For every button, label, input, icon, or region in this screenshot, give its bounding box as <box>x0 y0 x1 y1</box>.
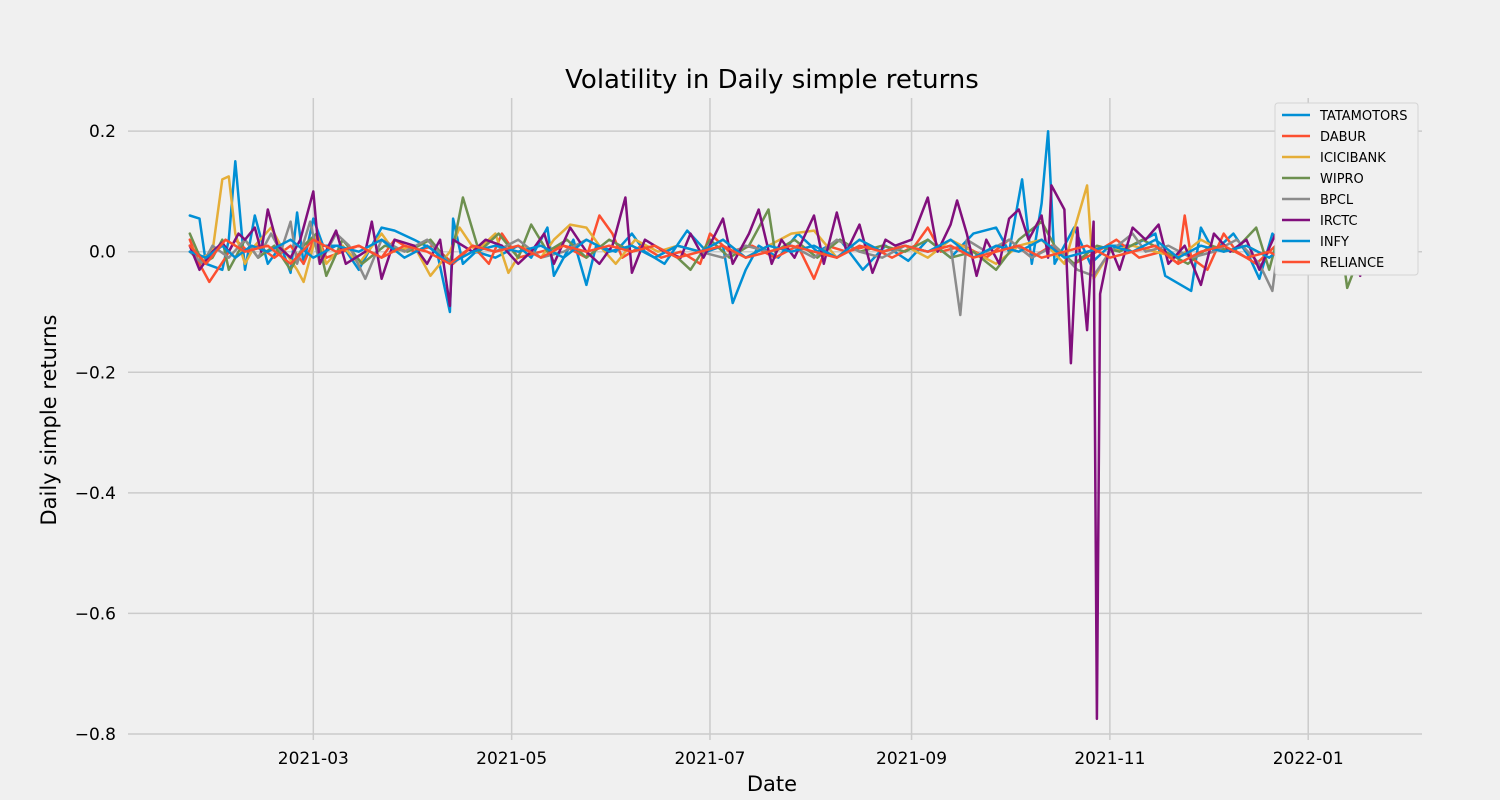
legend-frame <box>1274 102 1419 276</box>
series-line-wipro <box>188 196 1365 290</box>
legend-label-icicibank: ICICIBANK <box>1320 151 1386 166</box>
x-tick-label: 2021-03 <box>278 749 349 769</box>
legend-label-wipro: WIPRO <box>1320 172 1364 187</box>
series-line-bpcl <box>188 220 1365 317</box>
chart-title: Volatility in Daily simple returns <box>565 65 979 95</box>
y-tick-label: −0.8 <box>75 725 116 745</box>
y-tick-label: 0.2 <box>89 122 116 142</box>
y-tick-label: 0.0 <box>89 243 116 263</box>
x-tick-label: 2021-11 <box>1074 749 1145 769</box>
y-axis-title: Daily simple returns <box>37 315 61 526</box>
legend-label-dabur: DABUR <box>1320 130 1366 145</box>
series-line-irctc <box>188 184 1362 721</box>
legend-label-irctc: IRCTC <box>1320 214 1358 229</box>
legend: TATAMOTORS DABUR ICICIBANK WIPRO BPCL IRCTC IN… <box>1274 102 1419 276</box>
y-tick-labels: 0.2 0.0 −0.2 −0.4 −0.6 −0.8 <box>75 122 116 745</box>
legend-label-bpcl: BPCL <box>1320 193 1354 208</box>
x-tick-label: 2021-07 <box>674 749 745 769</box>
legend-label-tatamotors: TATAMOTORS <box>1319 109 1408 124</box>
y-tick-label: −0.2 <box>75 363 116 383</box>
y-tick-label: −0.6 <box>75 604 116 624</box>
x-axis-title: Date <box>747 772 797 796</box>
x-tick-label: 2022-01 <box>1273 749 1344 769</box>
x-tick-label: 2021-05 <box>476 749 547 769</box>
x-tick-label: 2021-09 <box>876 749 947 769</box>
y-tick-label: −0.4 <box>75 484 116 504</box>
series-lines <box>188 129 1365 721</box>
legend-label-reliance: RELIANCE <box>1320 256 1384 271</box>
x-tick-labels: 2021-03 2021-05 2021-07 2021-09 2021-11 2022-… <box>278 749 1344 769</box>
legend-label-infy: INFY <box>1320 235 1349 250</box>
series-line-reliance <box>188 238 1362 266</box>
series-line-infy <box>188 238 1362 266</box>
legend-items: TATAMOTORS DABUR ICICIBANK WIPRO BPCL IRCTC IN… <box>1282 109 1408 271</box>
